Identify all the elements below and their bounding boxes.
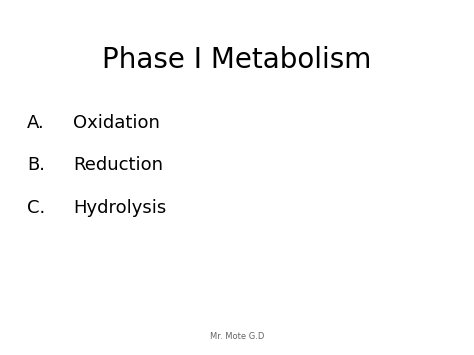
Text: Oxidation: Oxidation [73,114,160,132]
Text: Reduction: Reduction [73,156,164,174]
Text: Phase I Metabolism: Phase I Metabolism [102,46,372,74]
Text: A.: A. [27,114,45,132]
Text: C.: C. [27,199,45,217]
Text: Mr. Mote G.D: Mr. Mote G.D [210,332,264,341]
Text: B.: B. [27,156,45,174]
Text: Hydrolysis: Hydrolysis [73,199,167,217]
